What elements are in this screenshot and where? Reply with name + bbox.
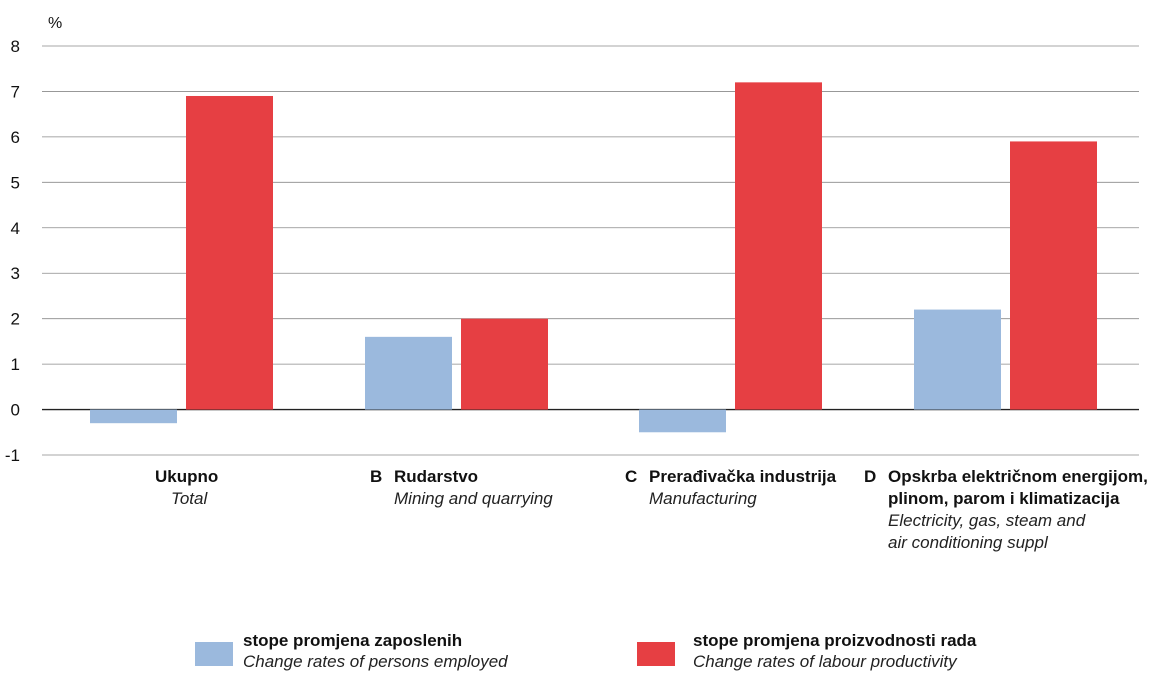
bar-series1-cat1 [461,318,548,410]
y-tick-label: 5 [11,173,20,192]
bar-series0-cat0 [90,409,177,424]
legend-label-hr: stope promjena proizvodnosti rada [693,631,977,650]
bar-series0-cat1 [365,336,452,410]
legend-label-en: Change rates of labour productivity [693,652,957,671]
y-tick-label: 0 [11,401,20,420]
bars [90,82,1097,433]
y-tick-label: -1 [5,446,20,465]
category-code: C [625,467,638,486]
y-unit-label: % [48,15,62,32]
category-name-hr: Prerađivačka industrija [649,467,837,486]
category-name-en: Mining and quarrying [394,489,553,508]
category-label-electricity: D Opskrba električnom energijom, plinom,… [864,466,1148,554]
bar-series0-cat2 [639,409,726,433]
category-name-en: Manufacturing [649,489,757,508]
category-code: B [370,467,383,486]
y-tick-label: 8 [11,37,20,56]
bar-series1-cat0 [186,95,273,410]
legend-text: stope promjena zaposlenih Change rates o… [243,630,508,672]
y-tick-label: 7 [11,82,20,101]
y-axis: -1 0 1 2 3 4 5 6 7 8 [5,37,20,465]
category-label-total: Ukupno Total [155,466,218,510]
category-name-hr: Ukupno [155,467,219,486]
bar-series1-cat2 [735,82,822,410]
y-tick-label: 6 [11,128,20,147]
category-label-manufacturing: C Prerađivačka industrija Manufacturing [625,466,836,510]
y-tick-label: 2 [11,310,20,329]
category-code: D [864,467,877,486]
category-name-en: Electricity, gas, steam and air conditio… [888,511,1086,552]
legend-label-en: Change rates of persons employed [243,652,508,671]
legend-swatch-productivity [637,642,675,666]
y-tick-label: 4 [11,219,20,238]
category-name-hr: Opskrba električnom energijom, plinom, p… [888,467,1148,508]
y-tick-label: 1 [11,355,20,374]
legend-text: stope promjena proizvodnosti rada Change… [693,630,976,672]
bar-series1-cat3 [1010,141,1097,410]
legend-label-hr: stope promjena zaposlenih [243,631,463,650]
category-name-hr: Rudarstvo [394,467,479,486]
y-tick-label: 3 [11,264,20,283]
legend-swatch-employed [195,642,233,666]
category-name-en: Total [171,489,208,508]
category-label-mining: B Rudarstvo Mining and quarrying [370,466,553,510]
bar-series0-cat3 [914,309,1001,410]
